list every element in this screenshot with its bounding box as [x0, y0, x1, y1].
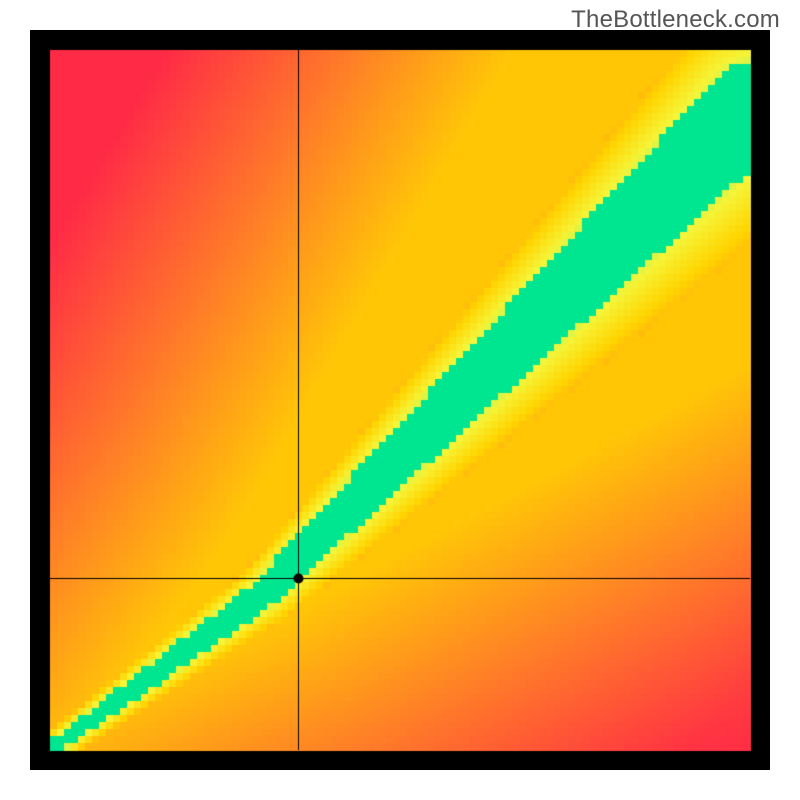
chart-container: TheBottleneck.com — [0, 0, 800, 800]
bottleneck-heatmap — [30, 30, 770, 770]
watermark-text: TheBottleneck.com — [571, 6, 780, 34]
